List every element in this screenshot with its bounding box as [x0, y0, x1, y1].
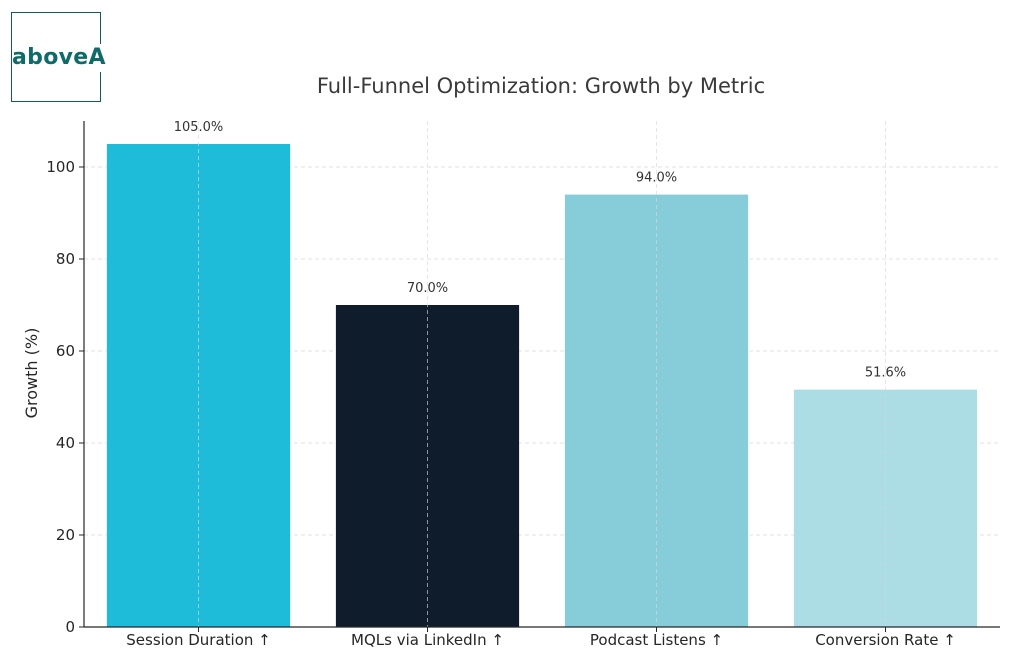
y-axis-label: Growth (%): [22, 328, 41, 419]
y-tick-label: 100: [46, 158, 75, 176]
y-tick-label: 20: [56, 526, 75, 544]
data-label: 70.0%: [407, 281, 448, 296]
data-label: 105.0%: [174, 120, 224, 135]
y-tick-label: 40: [56, 434, 75, 452]
y-tick-label: 0: [65, 618, 75, 636]
logo: aboveA: [11, 12, 101, 102]
vertical-grid-layer: [199, 121, 886, 627]
x-tick-label: Podcast Listens ↑: [590, 631, 723, 649]
data-label: 94.0%: [636, 171, 677, 186]
bar: [107, 144, 290, 627]
x-tick-label: MQLs via LinkedIn ↑: [351, 631, 504, 649]
x-tick-label: Session Duration ↑: [126, 631, 271, 649]
y-tick-label: 80: [56, 250, 75, 268]
chart-title: Full-Funnel Optimization: Growth by Metr…: [317, 74, 765, 98]
bars-layer: [107, 144, 977, 627]
x-tick-label: Conversion Rate ↑: [815, 631, 956, 649]
y-tick-label: 60: [56, 342, 75, 360]
data-label: 51.6%: [865, 366, 906, 381]
logo-text: aboveA: [12, 44, 108, 72]
